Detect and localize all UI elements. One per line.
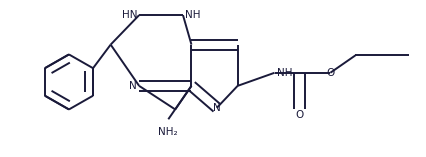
Text: NH: NH bbox=[185, 10, 201, 20]
Text: O: O bbox=[326, 68, 334, 78]
Text: N: N bbox=[130, 81, 137, 91]
Text: N: N bbox=[213, 103, 221, 113]
Text: NH₂: NH₂ bbox=[158, 127, 178, 137]
Text: HN: HN bbox=[122, 10, 137, 20]
Text: O: O bbox=[296, 110, 304, 120]
Text: NH: NH bbox=[276, 68, 292, 78]
